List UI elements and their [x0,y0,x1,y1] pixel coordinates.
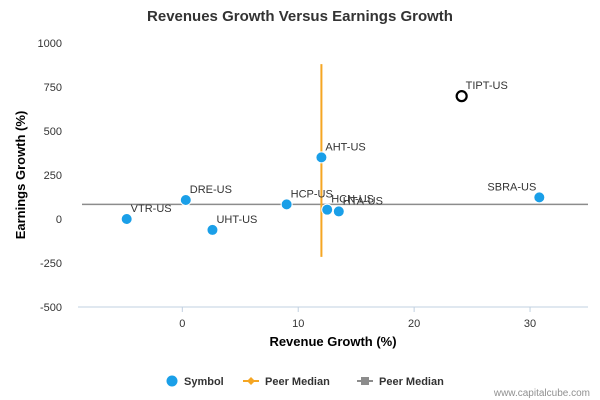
y-axis-title: Earnings Growth (%) [13,111,28,240]
legend-diamond-marker [247,377,255,385]
x-axis-ticks: 0 10 20 30 [179,307,536,330]
y-tick-label: 0 [56,214,62,226]
point-label: TIPT-US [466,80,508,92]
credit-text: www.capitalcube.com [493,388,590,399]
legend-label: Symbol [184,376,224,388]
legend-square-marker [361,377,369,385]
data-point [533,191,546,204]
highlight-point [455,90,468,103]
x-tick-label: 20 [408,318,420,330]
point-label: UHT-US [216,214,257,226]
x-tick-label: 30 [524,318,536,330]
data-point [321,203,334,216]
y-tick-label: 500 [44,126,62,138]
y-tick-label: 1000 [38,38,62,50]
data-point [280,198,293,211]
y-axis-ticks: -500 -250 0 250 500 750 1000 [38,38,62,314]
y-tick-label: 250 [44,170,62,182]
x-tick-label: 0 [179,318,185,330]
chart-title: Revenues Growth Versus Earnings Growth [147,8,453,25]
data-point [315,151,328,164]
chart-legend: Symbol Peer Median Peer Median [166,375,444,388]
data-points: VTR-US DRE-US UHT-US HCP-US AHT-US HCN-USHTA-… [120,80,546,236]
y-tick-label: -250 [40,258,62,270]
data-point [120,213,133,225]
legend-label: Peer Median [265,376,330,388]
legend-label: Peer Median [379,376,444,388]
point-label: VTR-US [131,203,172,215]
data-point [179,193,192,206]
x-tick-label: 10 [292,318,304,330]
peer-median-lines [82,64,588,257]
data-point [332,205,345,218]
point-label: SBRA-US [487,181,536,193]
legend-symbol-dot [166,375,178,387]
y-tick-label: -500 [40,302,62,314]
point-label: AHT-US [325,141,365,153]
data-point [206,223,219,236]
point-label: DRE-US [190,184,232,196]
point-label: HTA-US [343,195,383,207]
y-tick-label: 750 [44,82,62,94]
point-label: HCN-US [331,194,374,206]
x-axis-title: Revenue Growth (%) [269,334,396,349]
point-label: HCP-US [291,188,333,200]
